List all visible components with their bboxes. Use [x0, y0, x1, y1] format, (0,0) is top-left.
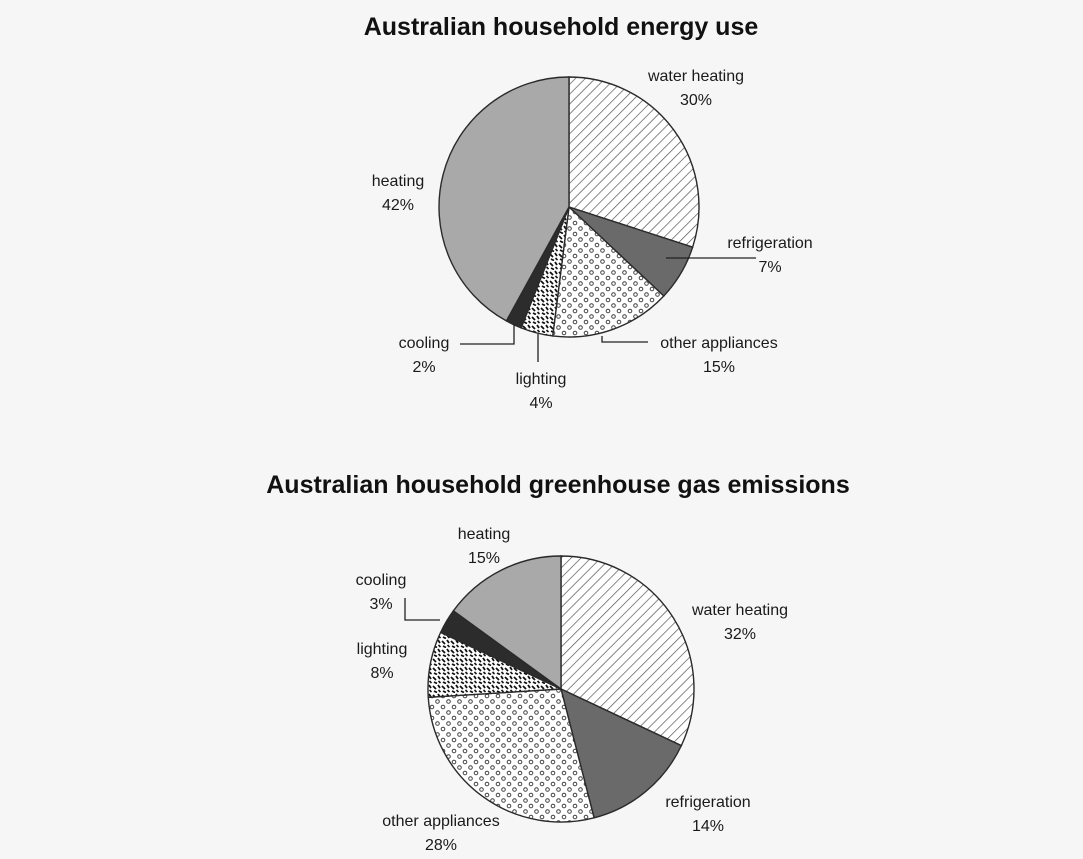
slice-label-cooling: cooling: [399, 335, 450, 352]
slice-value-cooling: 2%: [412, 359, 435, 376]
slice-value-refrigeration: 14%: [692, 818, 724, 835]
leader-line-other-appliances: [601, 336, 648, 343]
pie-slice-refrigeration: [559, 687, 683, 819]
pie-greenhouse-emissions: [427, 555, 695, 823]
slice-value-heating: 42%: [382, 197, 414, 214]
slice-label-heating: heating: [372, 173, 425, 190]
slice-value-refrigeration: 7%: [758, 259, 781, 276]
slice-label-refrigeration: refrigeration: [727, 235, 812, 252]
slice-value-lighting: 8%: [370, 665, 393, 682]
slice-label-heating: heating: [458, 526, 511, 543]
slice-label-refrigeration: refrigeration: [665, 794, 750, 811]
slice-value-other-appliances: 28%: [425, 837, 457, 854]
slice-value-lighting: 4%: [529, 395, 552, 412]
slice-value-water-heating: 30%: [680, 92, 712, 109]
slice-label-cooling: cooling: [356, 572, 407, 589]
pie-slice-water-heating: [568, 76, 700, 249]
pie-slice-heating: [452, 555, 562, 691]
slice-label-lighting: lighting: [357, 641, 408, 658]
slice-label-other-appliances: other appliances: [382, 813, 499, 830]
slice-label-lighting: lighting: [516, 371, 567, 388]
chart-greenhouse-emissions: Australian household greenhouse gas emis…: [266, 471, 849, 854]
slice-label-water-heating: water heating: [647, 68, 744, 85]
chart-title: Australian household greenhouse gas emis…: [266, 471, 849, 499]
pie-slice-water-heating: [560, 555, 695, 747]
chart-title: Australian household energy use: [364, 13, 759, 41]
slice-label-water-heating: water heating: [691, 602, 788, 619]
pie-slice-heating: [438, 76, 570, 322]
slice-label-other-appliances: other appliances: [660, 335, 777, 352]
pie-slice-other-appliances: [551, 205, 665, 338]
slice-value-water-heating: 32%: [724, 626, 756, 643]
slice-value-heating: 15%: [468, 550, 500, 567]
leader-line-cooling: [404, 598, 440, 621]
slice-value-cooling: 3%: [369, 596, 392, 613]
pie-energy-use: [438, 76, 700, 338]
slice-value-other-appliances: 15%: [703, 359, 735, 376]
leader-line-cooling: [460, 324, 515, 345]
pie-slice-other-appliances: [427, 688, 595, 823]
chart-energy-use: Australian household energy use water he…: [364, 13, 813, 412]
